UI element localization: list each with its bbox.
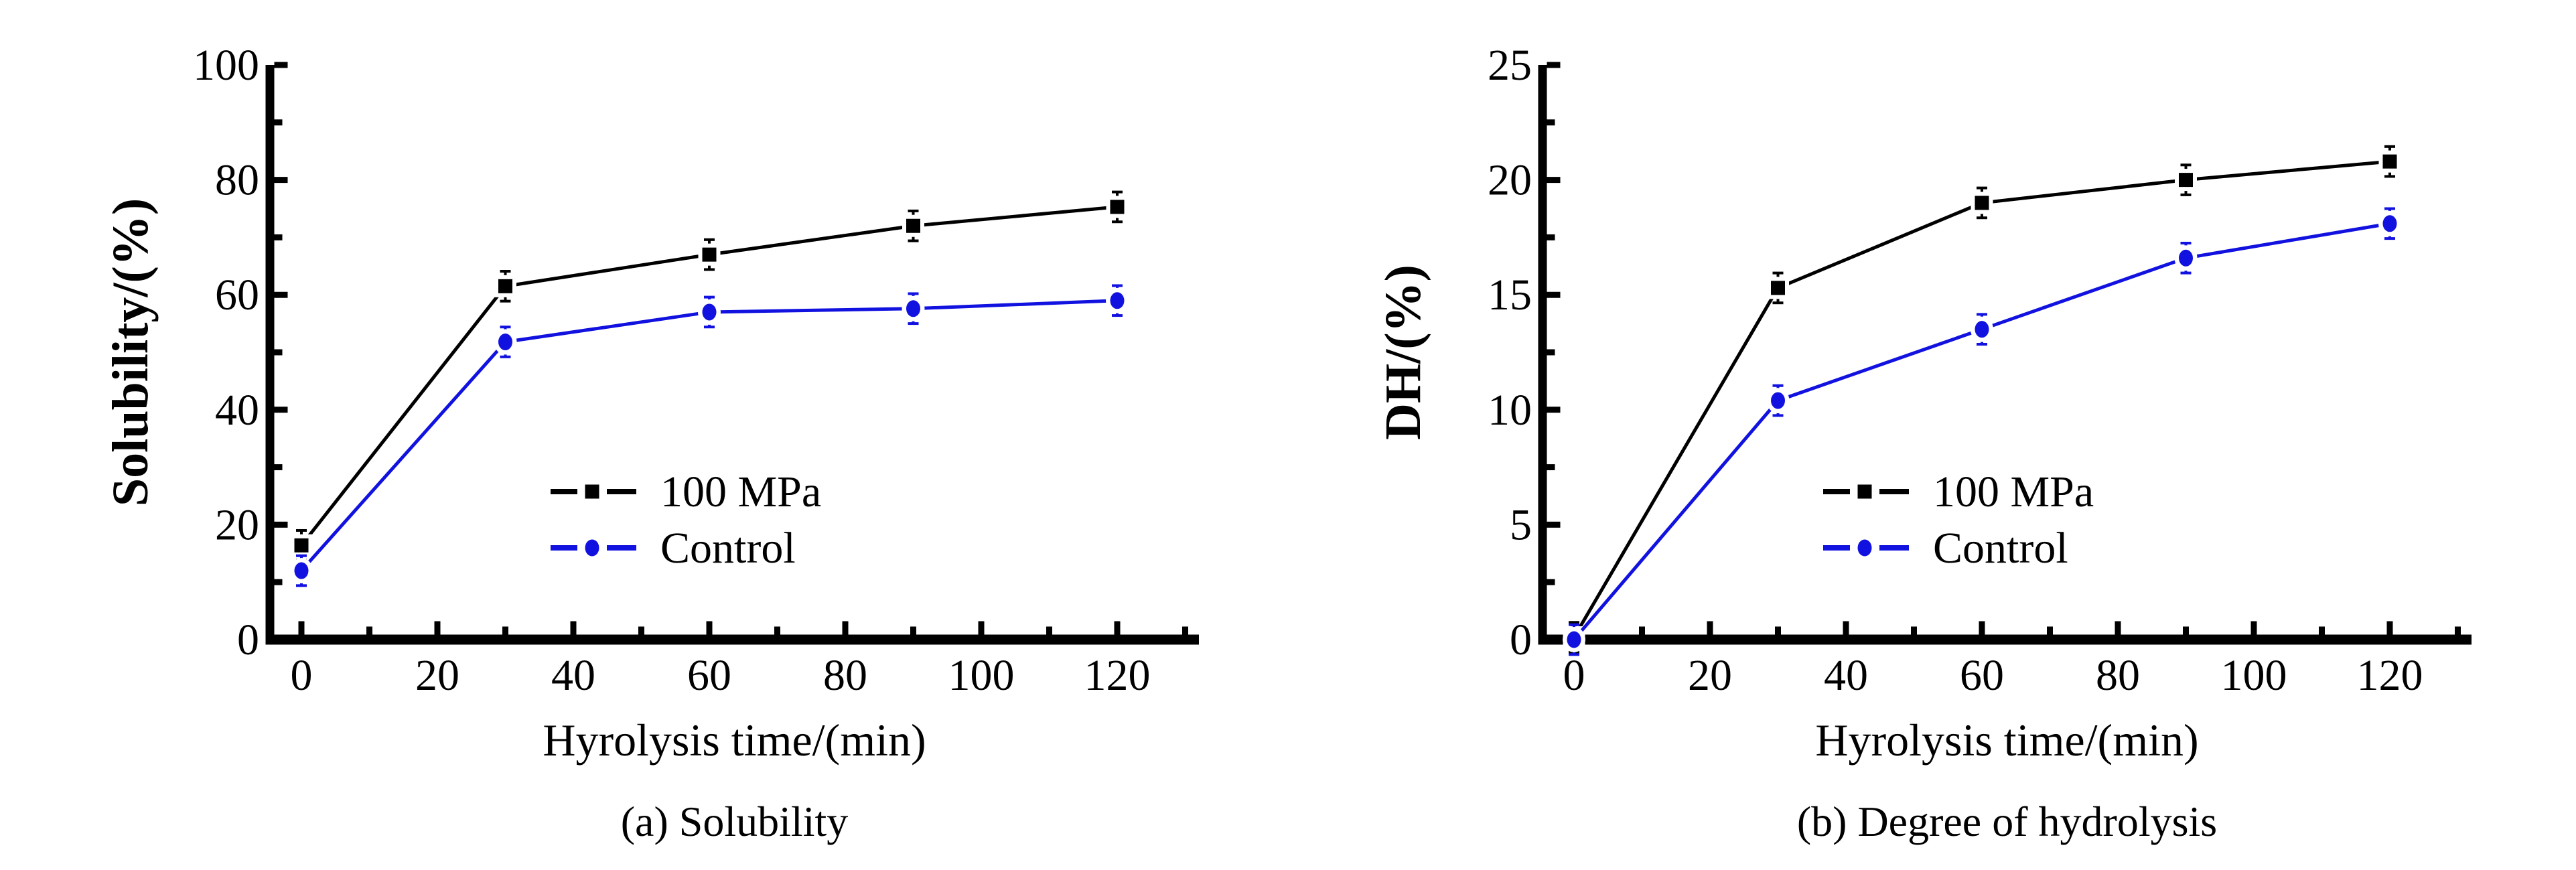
marker-square-100-mpa bbox=[1110, 200, 1125, 214]
marker-circle-control bbox=[702, 303, 717, 321]
legend-marker-100-mpa bbox=[585, 484, 599, 499]
y-tick-label: 15 bbox=[1488, 271, 1532, 319]
y-tick-label: 25 bbox=[1488, 41, 1532, 90]
marker-circle-control bbox=[2382, 215, 2397, 232]
x-tick-label: 120 bbox=[2357, 651, 2423, 700]
y-axis-label: Solubility/(%) bbox=[102, 198, 159, 506]
marker-circle-control bbox=[294, 562, 309, 579]
marker-square-100-mpa bbox=[2382, 154, 2397, 169]
x-tick-label: 0 bbox=[291, 651, 313, 700]
x-axis-label: Hyrolysis time/(min) bbox=[1815, 715, 2198, 766]
marker-circle-control bbox=[1975, 321, 1989, 338]
marker-circle-control bbox=[498, 334, 512, 351]
x-tick-label: 40 bbox=[1824, 651, 1868, 700]
y-tick-label: 0 bbox=[237, 615, 259, 664]
panel-caption: (a) Solubility bbox=[621, 798, 849, 845]
panel-caption: (b) Degree of hydrolysis bbox=[1797, 798, 2217, 845]
marker-circle-control bbox=[1771, 392, 1785, 409]
x-tick-label: 80 bbox=[2096, 651, 2140, 700]
y-tick-label: 10 bbox=[1488, 386, 1532, 435]
marker-square-100-mpa bbox=[1771, 281, 1785, 295]
x-tick-label: 80 bbox=[823, 651, 867, 700]
y-tick-label: 5 bbox=[1510, 500, 1532, 549]
marker-circle-control bbox=[2179, 249, 2193, 267]
legend-marker-100-mpa bbox=[1857, 484, 1872, 499]
x-tick-label: 40 bbox=[551, 651, 595, 700]
marker-square-100-mpa bbox=[498, 279, 512, 293]
marker-square-100-mpa bbox=[2179, 173, 2193, 188]
x-tick-label: 0 bbox=[1563, 651, 1585, 700]
panel-b: 0 20 40 60 80 100 120 0 5 10 15 20 25 100 MPa Control H… bbox=[1375, 41, 2472, 845]
y-tick-label: 40 bbox=[215, 386, 259, 435]
x-axis-label: Hyrolysis time/(min) bbox=[543, 715, 926, 766]
marker-square-100-mpa bbox=[702, 247, 717, 262]
x-tick-label: 20 bbox=[1688, 651, 1732, 700]
x-tick-label: 120 bbox=[1084, 651, 1151, 700]
legend-label-control: Control bbox=[660, 524, 796, 573]
marker-square-100-mpa bbox=[1975, 196, 1989, 210]
legend-label-100-mpa: 100 MPa bbox=[660, 467, 821, 516]
y-tick-label: 0 bbox=[1510, 615, 1532, 664]
legend-marker-control bbox=[1857, 539, 1872, 557]
panel-a: 0 20 40 60 80 100 120 0 20 40 60 80 100 100 MPa Contro… bbox=[102, 41, 1199, 845]
y-tick-label: 100 bbox=[193, 41, 259, 90]
x-tick-label: 60 bbox=[687, 651, 731, 700]
x-tick-label: 100 bbox=[2221, 651, 2287, 700]
marker-circle-control bbox=[1567, 631, 1581, 648]
marker-circle-control bbox=[1110, 292, 1125, 309]
marker-square-100-mpa bbox=[906, 218, 920, 233]
legend-label-100-mpa: 100 MPa bbox=[1933, 467, 2094, 516]
legend-marker-control bbox=[585, 539, 599, 557]
y-tick-label: 60 bbox=[215, 271, 259, 319]
marker-circle-control bbox=[906, 300, 920, 317]
legend-label-control: Control bbox=[1933, 524, 2068, 573]
marker-square-100-mpa bbox=[294, 538, 309, 553]
y-tick-label: 20 bbox=[215, 500, 259, 549]
x-tick-label: 20 bbox=[415, 651, 459, 700]
series-line-control bbox=[1573, 222, 2390, 641]
y-tick-label: 20 bbox=[1488, 156, 1532, 205]
x-tick-label: 100 bbox=[948, 651, 1015, 700]
y-tick-label: 80 bbox=[215, 156, 259, 205]
x-tick-label: 60 bbox=[1960, 651, 2004, 700]
y-axis-label: DH/(%) bbox=[1375, 265, 1431, 440]
